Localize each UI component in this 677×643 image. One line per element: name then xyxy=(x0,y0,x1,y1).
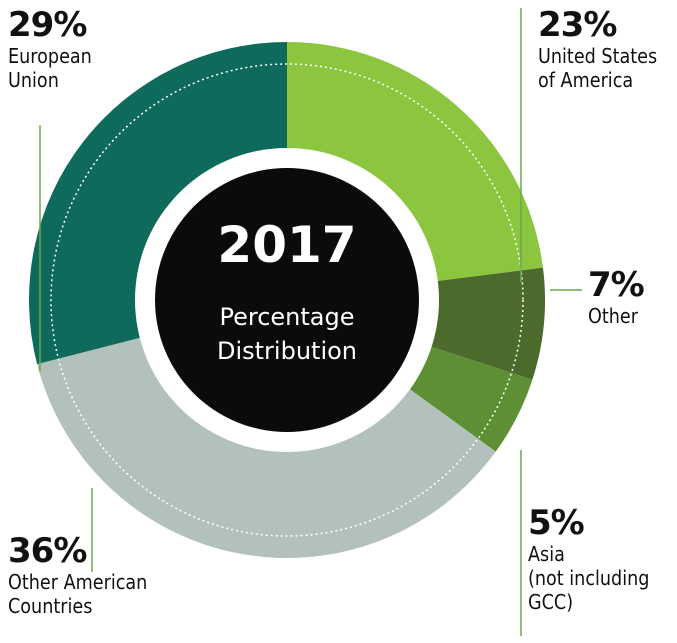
percent-label: 7% xyxy=(588,266,645,304)
category-label: Asia (not including GCC) xyxy=(528,542,649,614)
category-label: Other xyxy=(588,304,638,328)
center-title: 2017 xyxy=(217,216,356,274)
center-disc xyxy=(155,168,419,432)
percent-label: 36% xyxy=(8,532,166,570)
infographic: 2017 PercentageDistribution 23%United St… xyxy=(0,0,677,643)
percent-label: 29% xyxy=(8,6,103,44)
category-label: European Union xyxy=(8,44,92,92)
percent-label: 5% xyxy=(528,504,666,542)
slice-label: 23%United States of America xyxy=(538,6,673,92)
category-label: United States of America xyxy=(538,44,657,92)
percent-label: 23% xyxy=(538,6,673,44)
slice-label: 7%Other xyxy=(588,266,645,328)
slice-label: 36%Other American Countries xyxy=(8,532,166,618)
slice-label: 29%European Union xyxy=(8,6,103,92)
slice-label: 5%Asia (not including GCC) xyxy=(528,504,666,614)
category-label: Other American Countries xyxy=(8,570,147,618)
